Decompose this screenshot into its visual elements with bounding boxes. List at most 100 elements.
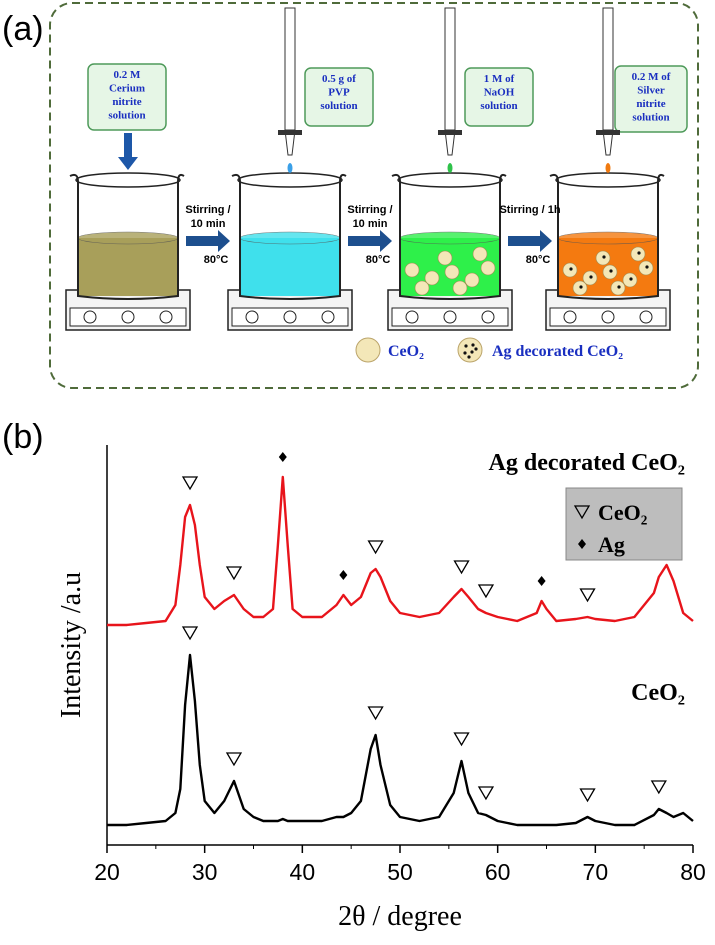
xrd-curve [107,653,694,827]
x-axis-title: 2θ / degree [338,901,462,932]
ceo2-peak-marker [225,752,243,767]
ceo2-peak-marker [181,626,199,641]
arrow-shaft [124,133,132,157]
particle [472,246,488,262]
ag-dot [629,277,633,281]
knob [639,310,653,324]
particle [480,260,496,276]
series-label: CeO₂ [631,680,685,706]
stopcock [596,130,620,135]
legend-label: Ag [598,532,625,557]
ag-dot [589,275,593,279]
particle [414,280,430,296]
ag-dot [467,355,471,359]
ag-peak-marker [537,576,546,586]
legend-symbol [578,539,586,549]
ag-dot [474,347,478,351]
reagent-text: 1 M of [484,73,515,85]
ag-peak-marker [278,452,287,462]
burette [284,7,296,131]
knob [405,310,419,324]
reagent-text: 0.2 M of [632,71,671,83]
reagent-box [464,67,534,127]
drop [447,163,453,173]
step-arrow [508,230,552,252]
knob [121,310,135,324]
beaker [69,173,185,300]
x-tick-label: 30 [192,859,218,885]
particle [452,280,468,296]
reagent-text: solution [480,100,517,112]
reagent-box [87,63,167,131]
burette [602,7,614,131]
reagent-text: PVP [328,87,350,99]
step-text: Stirring / [185,204,230,216]
particle [444,264,460,280]
burette [444,7,456,131]
ceo2-peak-marker [453,560,470,575]
xrd-curve [107,475,694,627]
knob [563,310,577,324]
knob [159,310,173,324]
x-tick-label: 70 [583,859,609,885]
ag-dot [602,255,606,259]
liquid-top [557,231,659,245]
ag-peak-marker [339,570,348,580]
ceo2-peak-marker [367,706,384,721]
legend-symbol [573,505,591,520]
ceo2-peak-marker [477,786,495,801]
ag-dot [645,265,649,269]
ceo2-peak-marker [579,788,596,803]
panel-label: (a) [2,10,44,48]
x-tick-label: 50 [387,859,413,885]
particle [437,250,453,266]
x-tick-label: 80 [680,859,706,885]
reagent-text: nitrite [636,98,665,110]
ag-dot [609,269,613,273]
temperature: 80°C [204,254,229,266]
ceo2-peak-marker [181,476,199,491]
reagent-text: Cerium [109,83,145,95]
ag-dot [569,267,573,271]
particle [464,272,480,288]
drop [287,163,293,173]
reagent-text: 0.2 M [114,69,142,81]
liquid-top [399,231,501,245]
legend-ag-ceo2 [457,337,483,363]
knob [83,310,97,324]
stopcock [278,130,302,135]
legend-label: CeO₂ [598,500,648,525]
ceo2-peak-marker [650,780,667,795]
knob [321,310,335,324]
liquid [78,238,178,296]
temperature: 80°C [526,254,551,266]
legend-box [565,487,683,561]
reagent-text: solution [108,110,145,122]
step-text: Stirring / 1h [499,204,560,216]
step-text: 10 min [191,218,226,230]
ag-dot [637,251,641,255]
reagent-text: solution [320,100,357,112]
step-arrow [348,230,392,252]
ceo2-peak-marker [453,732,470,747]
ceo2-peak-marker [579,588,596,603]
arrow-head [118,157,138,170]
ceo2-peak-marker [367,540,384,555]
particle [404,262,420,278]
reagent-text: solution [632,112,669,124]
step-text: 10 min [353,218,388,230]
ag-dot [470,350,474,354]
step-arrow [186,230,230,252]
reagent-text: Silver [637,85,665,97]
beaker [549,173,665,300]
legend-text: CeO₂ [388,343,424,360]
particle [424,270,440,286]
beaker [391,173,507,300]
liquid-top [239,231,341,245]
ceo2-peak-marker [225,566,243,581]
ag-dot [471,343,475,347]
ag-dot [463,351,467,355]
reagent-box [614,65,688,133]
ceo2-peak-marker [477,584,495,599]
liquid-top [77,231,179,245]
